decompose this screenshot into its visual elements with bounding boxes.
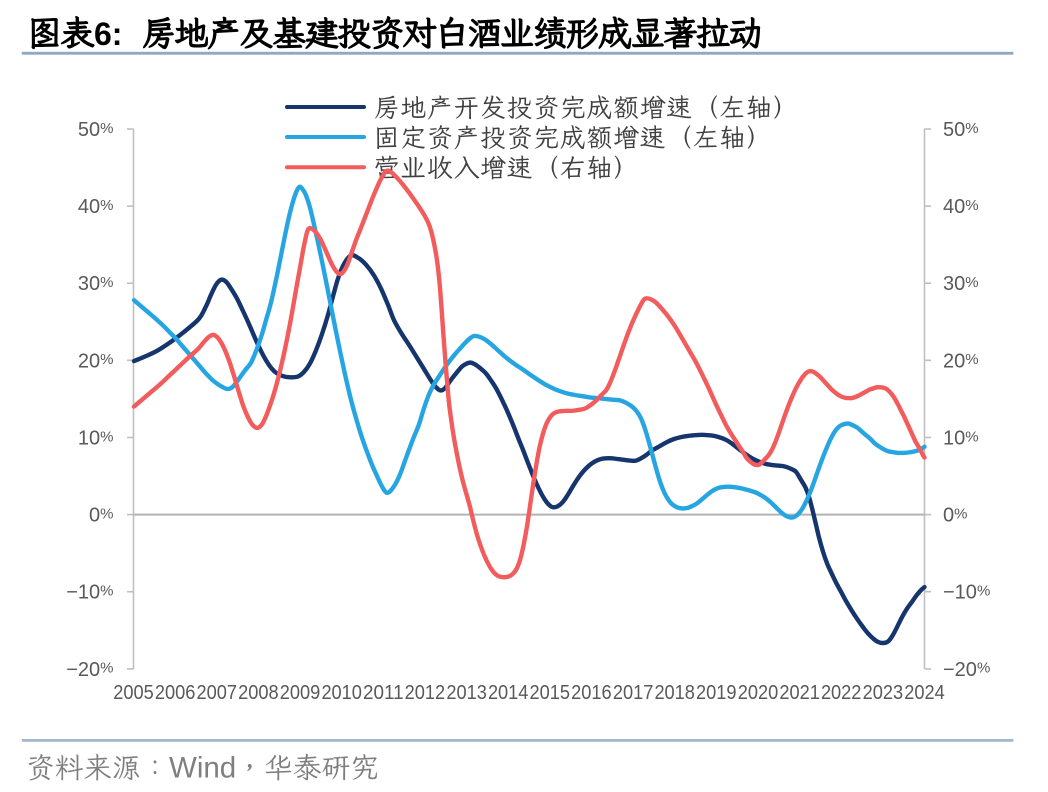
svg-text:10%: 10% [943,428,979,450]
svg-text:−10%: −10% [66,582,113,604]
svg-text:20%: 20% [943,350,979,372]
svg-text:2014: 2014 [488,682,529,704]
svg-text:40%: 40% [943,196,979,218]
svg-text:2016: 2016 [571,682,612,704]
svg-text:0%: 0% [89,505,113,527]
svg-text:2010: 2010 [321,682,362,704]
svg-text:2007: 2007 [197,682,238,704]
svg-text:2017: 2017 [613,682,654,704]
svg-text:−20%: −20% [943,659,990,681]
svg-text:2022: 2022 [821,682,862,704]
svg-text:2023: 2023 [863,682,904,704]
svg-text:50%: 50% [943,119,979,141]
svg-text:2020: 2020 [738,682,779,704]
svg-text:0%: 0% [943,505,967,527]
svg-text:6:: 6: [94,16,122,52]
svg-text:20%: 20% [78,350,114,372]
svg-text:40%: 40% [78,196,114,218]
svg-text:2012: 2012 [405,682,446,704]
svg-text:50%: 50% [78,119,114,141]
svg-text:2005: 2005 [113,682,154,704]
svg-text:−20%: −20% [66,659,113,681]
svg-text:2009: 2009 [280,682,321,704]
svg-text:30%: 30% [943,273,979,295]
svg-text:2013: 2013 [446,682,487,704]
svg-text:2021: 2021 [779,682,820,704]
svg-text:2024: 2024 [904,682,945,704]
svg-text:2015: 2015 [530,682,571,704]
svg-text:2008: 2008 [238,682,279,704]
svg-text:30%: 30% [78,273,114,295]
svg-text:10%: 10% [78,428,114,450]
svg-text:2019: 2019 [696,682,737,704]
svg-text:2006: 2006 [155,682,196,704]
svg-text:Wind: Wind [169,752,236,785]
svg-text:−10%: −10% [943,582,990,604]
svg-text:2018: 2018 [654,682,695,704]
svg-text:2011: 2011 [363,682,404,704]
